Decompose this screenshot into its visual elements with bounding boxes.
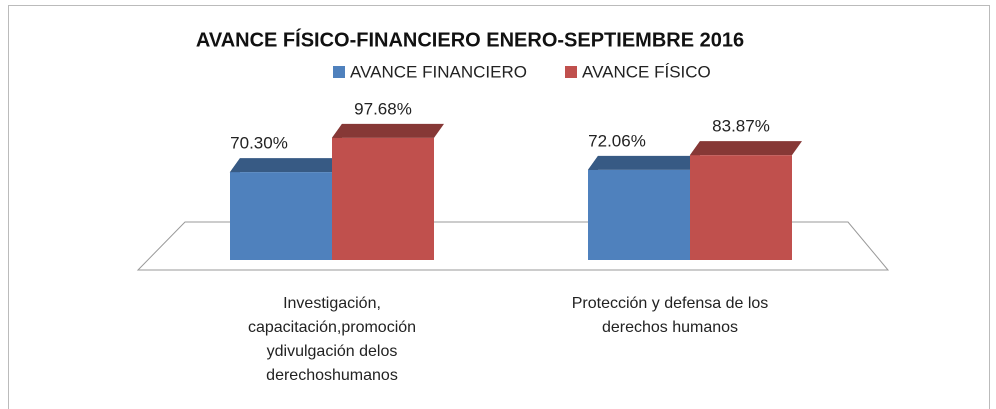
- legend-label: AVANCE FINANCIERO: [350, 62, 527, 81]
- legend-swatch: [565, 66, 577, 78]
- legend-label: AVANCE FÍSICO: [582, 62, 711, 81]
- category-label: Investigación, capacitación,promoción yd…: [247, 295, 417, 384]
- floor: [136, 221, 890, 271]
- category-label: Protección y defensa de los derechos hum…: [571, 295, 769, 336]
- value-label: 97.68%: [354, 99, 412, 118]
- frame: [8, 5, 990, 409]
- bar-top: [690, 141, 802, 156]
- bar-top: [230, 158, 342, 173]
- bar-top: [332, 123, 444, 138]
- value-label: 72.06%: [588, 131, 646, 150]
- value-label: 70.30%: [230, 134, 288, 153]
- bar-top: [588, 155, 700, 170]
- value-label: 83.87%: [712, 117, 770, 136]
- legend-swatch: [333, 66, 345, 78]
- bar: [588, 169, 690, 260]
- chart-title: AVANCE FÍSICO-FINANCIERO ENERO-SEPTIEMBR…: [196, 28, 744, 51]
- bar: [230, 172, 332, 260]
- bar: [332, 137, 434, 260]
- bar: [690, 155, 792, 260]
